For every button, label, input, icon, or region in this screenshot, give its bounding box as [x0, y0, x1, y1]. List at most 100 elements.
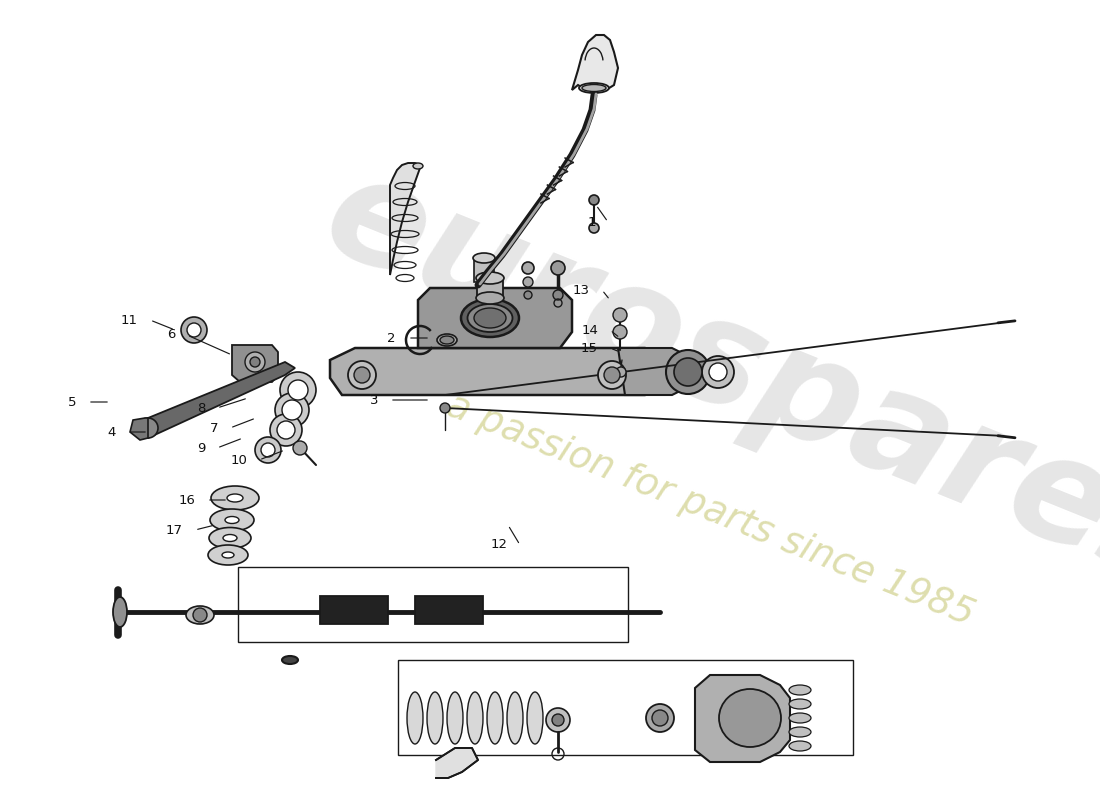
- Polygon shape: [390, 163, 420, 275]
- Circle shape: [646, 704, 674, 732]
- Text: 12: 12: [491, 538, 508, 551]
- Circle shape: [270, 414, 302, 446]
- Text: 2: 2: [387, 331, 396, 345]
- Ellipse shape: [527, 692, 543, 744]
- Circle shape: [138, 418, 158, 438]
- Text: 5: 5: [67, 395, 76, 409]
- Ellipse shape: [407, 692, 424, 744]
- Circle shape: [546, 708, 570, 732]
- Ellipse shape: [186, 606, 214, 624]
- Ellipse shape: [487, 692, 503, 744]
- Ellipse shape: [582, 85, 606, 91]
- Text: 17: 17: [166, 523, 183, 537]
- Circle shape: [522, 262, 534, 274]
- Circle shape: [293, 441, 307, 455]
- Text: 13: 13: [573, 283, 590, 297]
- Circle shape: [613, 308, 627, 322]
- Polygon shape: [148, 362, 295, 438]
- Ellipse shape: [412, 163, 424, 169]
- Text: 16: 16: [178, 494, 195, 506]
- Bar: [415, 596, 483, 624]
- Text: 3: 3: [370, 394, 378, 406]
- Ellipse shape: [476, 292, 504, 304]
- Polygon shape: [695, 675, 790, 762]
- Circle shape: [282, 400, 303, 420]
- Circle shape: [255, 437, 280, 463]
- Circle shape: [674, 358, 702, 386]
- Ellipse shape: [507, 692, 522, 744]
- Polygon shape: [330, 348, 668, 395]
- Circle shape: [652, 710, 668, 726]
- Ellipse shape: [437, 334, 456, 346]
- Circle shape: [710, 363, 727, 381]
- Circle shape: [348, 361, 376, 389]
- Ellipse shape: [789, 699, 811, 709]
- Circle shape: [524, 291, 532, 299]
- Circle shape: [552, 714, 564, 726]
- Circle shape: [261, 443, 275, 457]
- Circle shape: [277, 421, 295, 439]
- Polygon shape: [418, 288, 572, 348]
- Bar: [398, 660, 852, 755]
- Circle shape: [440, 403, 450, 413]
- Circle shape: [613, 325, 627, 339]
- Ellipse shape: [211, 486, 258, 510]
- Circle shape: [182, 317, 207, 343]
- Text: 6: 6: [166, 329, 175, 342]
- Text: eurospares: eurospares: [306, 142, 1100, 618]
- Bar: [238, 567, 628, 642]
- Ellipse shape: [719, 689, 781, 747]
- Ellipse shape: [789, 741, 811, 751]
- Polygon shape: [436, 748, 478, 778]
- Ellipse shape: [223, 534, 236, 542]
- Text: 11: 11: [121, 314, 138, 326]
- Circle shape: [192, 608, 207, 622]
- Circle shape: [245, 352, 265, 372]
- Text: 4: 4: [108, 426, 115, 438]
- Circle shape: [275, 393, 309, 427]
- Circle shape: [598, 361, 626, 389]
- Ellipse shape: [208, 545, 248, 565]
- Ellipse shape: [461, 299, 519, 337]
- Ellipse shape: [222, 552, 234, 558]
- Text: 8: 8: [197, 402, 205, 414]
- Bar: [474, 258, 494, 282]
- Circle shape: [250, 357, 260, 367]
- Polygon shape: [618, 348, 692, 395]
- Ellipse shape: [427, 692, 443, 744]
- Bar: [477, 278, 503, 298]
- Ellipse shape: [476, 272, 504, 284]
- Circle shape: [187, 323, 201, 337]
- Circle shape: [288, 380, 308, 400]
- Ellipse shape: [210, 509, 254, 531]
- Circle shape: [280, 372, 316, 408]
- Text: 1: 1: [587, 215, 596, 229]
- Circle shape: [551, 261, 565, 275]
- Ellipse shape: [468, 304, 513, 332]
- Ellipse shape: [440, 336, 454, 344]
- Ellipse shape: [113, 597, 127, 627]
- Text: 10: 10: [230, 454, 248, 466]
- Bar: [320, 596, 388, 624]
- Text: 14: 14: [581, 323, 598, 337]
- Polygon shape: [232, 345, 278, 382]
- Polygon shape: [130, 418, 148, 440]
- Circle shape: [354, 367, 370, 383]
- Ellipse shape: [447, 692, 463, 744]
- Ellipse shape: [789, 727, 811, 737]
- Ellipse shape: [282, 656, 298, 664]
- Circle shape: [604, 367, 620, 383]
- Circle shape: [588, 195, 600, 205]
- Ellipse shape: [579, 83, 609, 93]
- Ellipse shape: [226, 517, 239, 523]
- Polygon shape: [572, 35, 618, 90]
- Circle shape: [702, 356, 734, 388]
- Ellipse shape: [474, 308, 506, 328]
- Circle shape: [522, 277, 534, 287]
- Ellipse shape: [468, 692, 483, 744]
- Circle shape: [553, 290, 563, 300]
- Text: 15: 15: [581, 342, 598, 354]
- Ellipse shape: [473, 253, 495, 263]
- Text: 9: 9: [197, 442, 205, 454]
- Circle shape: [588, 223, 600, 233]
